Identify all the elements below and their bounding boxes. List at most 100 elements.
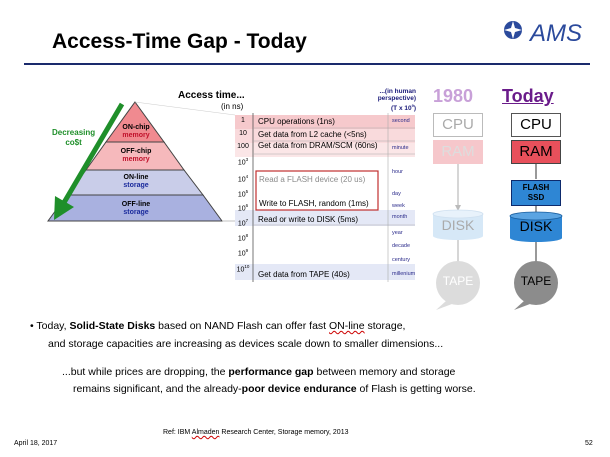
footer-page-number: 52: [585, 440, 593, 447]
year-1980-label: 1980: [433, 86, 474, 106]
power-1e8: 108: [234, 233, 252, 242]
human-time-hour: hour: [392, 169, 404, 175]
power-exp: 6: [245, 203, 249, 208]
op-flash-read: Read a FLASH device (20 us): [259, 175, 366, 184]
human-time-day: day: [392, 191, 401, 197]
access-time-header: Access time...: [178, 90, 245, 101]
ram-today-box: RAM: [511, 140, 561, 164]
text-run: • Today,: [30, 320, 70, 332]
band-dram: [235, 143, 415, 157]
tape-1980-label: TAPE: [442, 274, 474, 288]
disk-today-label: DISK: [519, 218, 553, 234]
cpu-today-box: CPU: [511, 113, 561, 137]
op-flash-write: Write to FLASH, random (1ms): [259, 199, 369, 208]
power-exp: 8: [245, 233, 249, 238]
logo-star-icon: [504, 21, 522, 39]
pyramid-level-line: storage: [123, 209, 149, 216]
power-base: 1: [241, 117, 245, 124]
year-today-label: Today: [502, 86, 554, 106]
bullet-1-line-2: and storage capacities are increasing as…: [48, 338, 444, 350]
pyramid-level-line: ON-line: [123, 174, 149, 181]
power-base: 10: [237, 176, 246, 184]
cpu-1980-box: CPU: [433, 113, 483, 137]
band-disk: [235, 210, 415, 226]
cost-label-line: co$t: [65, 138, 82, 147]
text-run: Ref: IBM: [163, 429, 192, 436]
power-exp: 5: [245, 189, 249, 194]
power-exp: 10: [244, 264, 250, 269]
access-time-unit: (in ns): [221, 102, 244, 111]
human-header-scale: (T x 109): [366, 102, 416, 112]
pyramid-level-offchip: OFF-chip memory: [108, 148, 164, 164]
title-underline: [24, 63, 590, 65]
scale-exponent: 9: [411, 103, 414, 108]
human-header-line: perspective): [377, 95, 416, 102]
footer-date: April 18, 2017: [14, 440, 58, 447]
text-run-bold: poor device endurance: [241, 383, 357, 395]
human-time-month: month: [392, 214, 408, 220]
power-exp: 4: [245, 174, 249, 179]
power-base: 10: [237, 220, 246, 228]
pyramid-level-line: ON-chip: [122, 124, 150, 131]
scale-suffix: ): [413, 105, 416, 113]
band-tape: [235, 264, 415, 280]
text-run: based on NAND Flash can offer fast: [155, 320, 329, 332]
tape-today-label: TAPE: [520, 274, 552, 288]
tape-1980-icon: [436, 261, 480, 310]
human-time-minute: minute: [392, 145, 409, 151]
op-disk: Read or write to DISK (5ms): [258, 215, 359, 224]
power-base: 10: [239, 130, 247, 137]
text-run-bold: Solid-State Disks: [69, 320, 156, 332]
human-time-year: year: [392, 230, 403, 236]
human-time-second: second: [392, 118, 410, 124]
bullet-2-line-2: remains significant, and the already-poo…: [73, 383, 476, 395]
disk-today-icon: [509, 211, 563, 242]
bullet-1-line-1: • Today, Solid-State Disks based on NAND…: [30, 320, 405, 332]
op-cpu: CPU operations (1ns): [258, 117, 335, 126]
text-run: of Flash is getting worse.: [356, 383, 476, 395]
logo-text: AMS: [530, 20, 583, 47]
power-1e9: 109: [234, 248, 252, 257]
op-l2-cache: Get data from L2 cache (<5ns): [258, 130, 367, 139]
text-run-bold: performance gap: [228, 366, 314, 378]
pyramid-level-onchip: ON-chip memory: [113, 124, 159, 140]
pyramid-level-online: ON-line storage: [106, 174, 166, 190]
human-time-week: week: [392, 203, 405, 209]
power-100: 100: [234, 143, 252, 150]
ram-1980-box: RAM: [433, 140, 483, 164]
human-time-millenium: millenium: [392, 271, 416, 277]
human-header-line: ...(in human: [379, 88, 416, 95]
power-exp: 3: [245, 157, 249, 162]
text-run: Research Center, Storage memory, 2013: [219, 429, 349, 436]
power-base: 10: [237, 191, 246, 199]
op-tape: Get data from TAPE (40s): [258, 270, 350, 279]
power-1e7: 107: [234, 218, 252, 227]
pyramid-level-line: memory: [122, 132, 150, 139]
flash-label: FLASH: [522, 183, 550, 192]
decreasing-cost-arrow: [54, 102, 125, 220]
pyramid-level-offline: OFF-line storage: [104, 201, 168, 217]
band-cpu: [235, 115, 415, 129]
disk-1980-label: DISK: [441, 217, 475, 233]
power-base: 100: [237, 143, 249, 150]
storage-pyramid: [47, 101, 235, 222]
tape-today-icon: [514, 261, 558, 310]
text-run: between memory and storage: [313, 366, 456, 378]
flash-ssd-box: FLASH SSD: [511, 180, 561, 206]
op-dram: Get data from DRAM/SCM (60ns): [258, 141, 378, 150]
pyramid-level-line: OFF-line: [121, 201, 151, 208]
power-1: 1: [234, 117, 252, 124]
text-run: storage,: [364, 320, 406, 332]
human-time-decade: decade: [392, 243, 411, 249]
band-l2: [235, 129, 415, 143]
scale-prefix: (T x 10: [391, 105, 412, 113]
pyramid-level-line: storage: [123, 182, 149, 189]
text-run: remains significant, and the already-: [73, 383, 242, 395]
flash-highlight-box: [255, 170, 379, 211]
power-1e6: 106: [234, 203, 252, 212]
slide-title: Access-Time Gap - Today: [52, 30, 307, 53]
ssd-label: SSD: [527, 193, 545, 202]
power-exp: 9: [245, 248, 249, 253]
text-run-underlined: Almaden: [191, 429, 220, 436]
power-base: 10: [237, 159, 246, 167]
